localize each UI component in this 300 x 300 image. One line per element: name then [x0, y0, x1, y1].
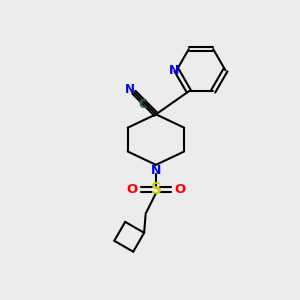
- Text: N: N: [125, 83, 135, 96]
- Text: C: C: [139, 98, 147, 111]
- Text: S: S: [150, 182, 161, 197]
- Text: O: O: [127, 183, 138, 196]
- Text: N: N: [151, 164, 161, 177]
- Text: N: N: [169, 64, 179, 77]
- Text: O: O: [174, 183, 185, 196]
